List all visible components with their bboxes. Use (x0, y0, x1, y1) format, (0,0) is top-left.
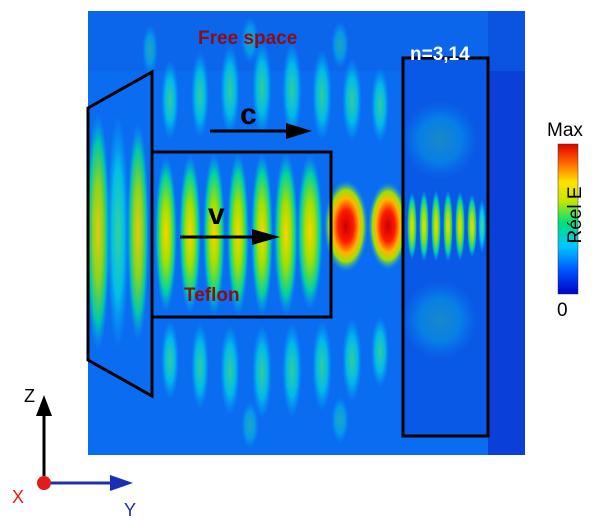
colorbar-min-label: 0 (557, 300, 568, 321)
y-axis-label: Y (124, 500, 137, 520)
coordinate-axes (36, 395, 133, 491)
dielectric-slab-outline (401, 56, 490, 438)
free-space-label: Free space (198, 28, 298, 49)
slab-field (402, 58, 488, 436)
colorbar-title: Réel E (565, 186, 586, 244)
x-axis-origin-dot (37, 476, 51, 490)
speed-v-label: v (208, 198, 225, 231)
teflon-lens-outline (150, 150, 333, 319)
focal-spot-1 (324, 180, 368, 272)
free-space-wavefronts (142, 16, 389, 449)
x-axis-label: X (12, 487, 25, 507)
z-axis-arrowhead (36, 395, 52, 416)
colorbar-max-label: Max (547, 120, 583, 141)
z-axis-label: Z (24, 386, 35, 406)
arrow-c (210, 123, 312, 139)
teflon-wavefronts (155, 152, 323, 316)
horn-wavefronts (86, 112, 149, 352)
speed-c-label: c (240, 98, 257, 131)
arrow-v (180, 229, 280, 245)
horn-antenna-outline (86, 69, 154, 399)
refractive-index-label: n=3,14 (410, 44, 470, 65)
teflon-label: Teflon (184, 285, 240, 306)
y-axis-arrowhead (110, 475, 133, 491)
focal-spot-2 (368, 182, 408, 270)
colorbar (557, 143, 579, 295)
